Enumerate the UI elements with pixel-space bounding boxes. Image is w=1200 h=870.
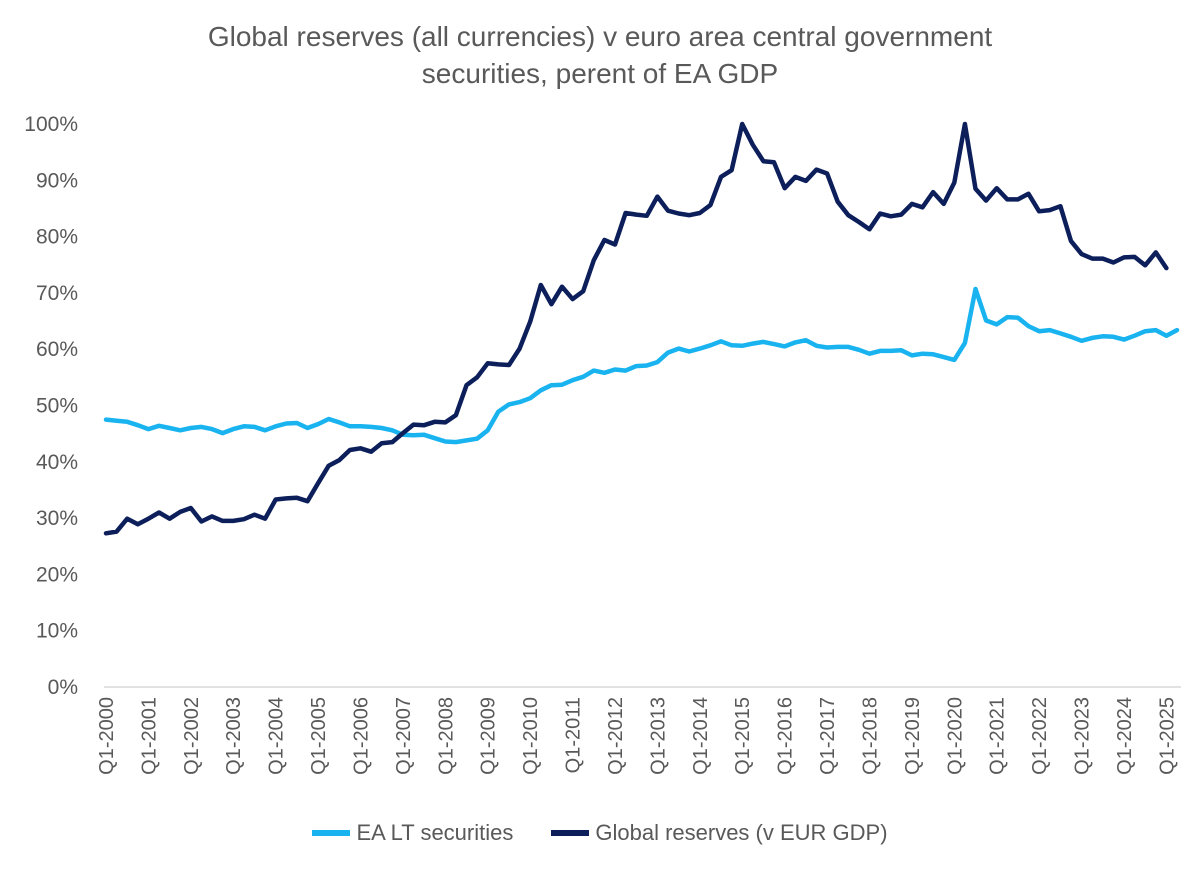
y-tick-label: 10% (36, 620, 78, 643)
y-tick-label: 20% (36, 563, 78, 586)
x-tick-label: Q1-2001 (138, 697, 160, 775)
legend-label-ea-lt-securities: EA LT securities (356, 820, 514, 845)
y-tick-label: 80% (36, 226, 78, 249)
x-tick-label: Q1-2007 (393, 697, 415, 775)
y-tick-label: 90% (36, 169, 78, 192)
series-layer (103, 121, 1180, 536)
legend: EA LT securities Global reserves (v EUR … (0, 820, 1200, 846)
x-tick-label: Q1-2014 (690, 697, 712, 775)
x-tick-label: Q1-2012 (605, 697, 627, 775)
x-tick-label: Q1-2021 (987, 697, 1009, 775)
x-tick-label: Q1-2002 (181, 697, 203, 775)
x-tick-label: Q1-2013 (647, 697, 669, 775)
legend-label-global-reserves: Global reserves (v EUR GDP) (595, 820, 888, 845)
x-tick-label: Q1-2018 (859, 697, 881, 775)
x-tick-label: Q1-2000 (96, 697, 118, 775)
x-tick-label: Q1-2024 (1114, 697, 1136, 775)
x-tick-label: Q1-2006 (350, 697, 372, 775)
x-tick-label: Q1-2003 (223, 697, 245, 775)
y-axis: 0% 10% 20% 30% 40% 50% 60% 70% 80% 90% 100% (24, 113, 78, 699)
x-tick-label: Q1-2011 (563, 697, 585, 773)
x-tick-label: Q1-2005 (308, 697, 330, 775)
y-tick-label: 50% (36, 395, 78, 418)
legend-item-ea-lt-securities: EA LT securities (312, 820, 513, 846)
chart-title: Global reserves (all currencies) v euro … (0, 18, 1200, 92)
legend-swatch-ea-lt-securities (312, 830, 351, 836)
x-tick-label: Q1-2023 (1072, 697, 1094, 775)
y-tick-label: 0% (48, 676, 78, 699)
legend-swatch-global-reserves (551, 830, 590, 836)
y-tick-label: 70% (36, 282, 78, 305)
legend-item-global-reserves: Global reserves (v EUR GDP) (551, 820, 888, 846)
x-tick-label: Q1-2008 (435, 697, 457, 775)
chart-title-line-2: securities, perent of EA GDP (421, 58, 779, 89)
x-tick-label: Q1-2015 (732, 697, 754, 775)
x-tick-label: Q1-2009 (478, 697, 500, 775)
x-tick-label: Q1-2019 (902, 697, 924, 775)
y-tick-label: 30% (36, 507, 78, 530)
x-axis: Q1-2000 Q1-2001 Q1-2002 Q1-2003 Q1-2004 Q1-20… (96, 697, 1178, 775)
series-line-global-reserves-v-eur-gdp (103, 121, 1169, 536)
y-tick-label: 100% (24, 113, 78, 136)
x-tick-label: Q1-2010 (520, 697, 542, 775)
chart-title-line-1: Global reserves (all currencies) v euro … (207, 21, 993, 52)
y-tick-label: 40% (36, 451, 78, 474)
y-tick-label: 60% (36, 338, 78, 361)
x-tick-label: Q1-2004 (266, 697, 288, 775)
x-tick-label: Q1-2016 (775, 697, 797, 775)
x-tick-label: Q1-2022 (1029, 697, 1051, 775)
x-tick-label: Q1-2020 (944, 697, 966, 775)
x-tick-label: Q1-2025 (1156, 697, 1178, 775)
x-tick-label: Q1-2017 (817, 697, 839, 775)
series-line-ea-lt-securities (103, 286, 1180, 445)
